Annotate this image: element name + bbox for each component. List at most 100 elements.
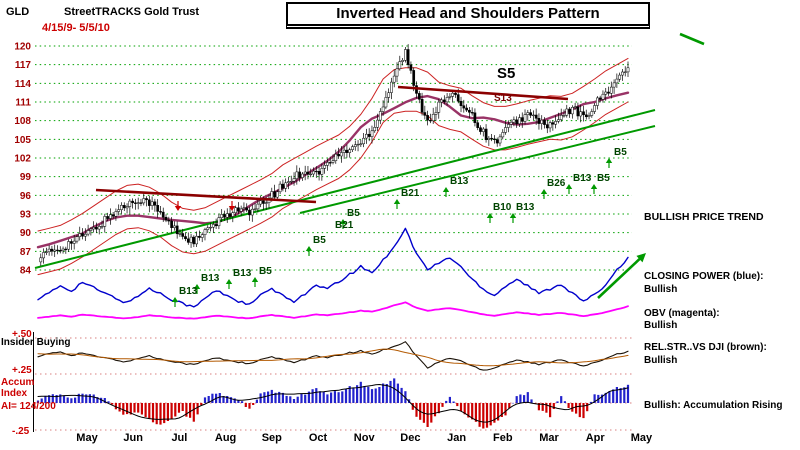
accum-bar <box>545 403 548 413</box>
accum-bar <box>107 401 110 403</box>
accum-bar <box>508 403 511 409</box>
accum-bar <box>344 389 348 403</box>
candle-body <box>223 214 226 218</box>
candle-body <box>234 207 237 213</box>
resistance-line <box>397 85 569 101</box>
buy-arrow-icon <box>193 284 201 289</box>
candle-body <box>314 170 318 173</box>
candle-body <box>189 236 193 243</box>
candle-body <box>331 160 335 163</box>
signal-label-b13: B13 <box>201 273 220 284</box>
candle-body <box>540 119 544 124</box>
accum-bar <box>378 387 381 403</box>
accum-bar <box>463 403 466 415</box>
accum-bar <box>237 400 240 403</box>
accum-bar <box>593 394 596 403</box>
accum-bar <box>129 403 132 415</box>
accum-bar <box>244 403 247 407</box>
bullish-arrow <box>597 256 643 299</box>
x-axis-month-label: Dec <box>400 432 420 444</box>
accum-bar <box>233 398 236 403</box>
accum-bar <box>426 403 429 427</box>
candle-body <box>50 248 54 252</box>
annotation-obv-title: OBV (magenta): <box>644 308 720 319</box>
accum-bar <box>393 378 396 403</box>
accum-bar <box>241 401 244 403</box>
candle-body <box>468 109 471 113</box>
annotation-obv-status: Bullish <box>644 320 678 331</box>
candle-body <box>509 121 513 125</box>
accum-bar <box>148 403 151 419</box>
candle-body <box>61 248 65 252</box>
buy-arrow-icon <box>393 199 401 204</box>
accum-bar <box>267 391 270 403</box>
candle-body <box>220 214 224 218</box>
candle-body <box>515 119 519 125</box>
x-axis-month-label: Aug <box>215 432 236 444</box>
accum-bar <box>589 401 592 403</box>
accum-bar <box>326 394 329 403</box>
candle-body <box>481 128 485 132</box>
candle-body <box>523 114 527 122</box>
candle-body <box>175 225 179 235</box>
candle-body <box>529 112 532 116</box>
buy-arrow-icon <box>486 213 494 218</box>
buy-arrow-icon <box>339 219 347 224</box>
accum-bar <box>445 400 448 403</box>
signal-label-s5: S5 <box>497 65 515 82</box>
candle-body <box>42 252 45 259</box>
bullish-arrow-head <box>636 253 646 263</box>
accum-bar <box>252 403 255 405</box>
accum-bar <box>255 399 258 403</box>
accum-bar <box>270 389 273 403</box>
candle-body <box>44 251 48 253</box>
candle-body <box>420 99 424 113</box>
accum-bar <box>600 394 604 403</box>
candle-body <box>456 94 460 102</box>
candle-body <box>181 233 185 237</box>
buy-arrow-icon <box>171 297 179 302</box>
accum-bar <box>274 392 277 403</box>
candle-body <box>604 91 608 95</box>
candle-body <box>337 153 340 157</box>
bullish-trendline <box>299 125 656 214</box>
candle-body <box>195 235 198 245</box>
candle-body <box>97 226 101 230</box>
accum-bar <box>582 403 585 419</box>
accum-bar <box>452 401 455 403</box>
accum-bar <box>126 403 129 415</box>
accum-bar <box>500 403 503 417</box>
candle-body <box>164 216 168 221</box>
candle-body <box>78 233 82 237</box>
candle-body <box>262 200 265 204</box>
candle-body <box>381 106 385 112</box>
candle-body <box>134 202 137 204</box>
candle-body <box>159 211 162 213</box>
accum-bar <box>137 403 140 413</box>
candle-body <box>565 108 569 116</box>
candle-body <box>225 213 229 218</box>
x-axis-month-label: Sep <box>262 432 282 444</box>
accum-bar <box>177 403 181 413</box>
accum-bar <box>114 403 117 410</box>
candle-body <box>214 224 218 227</box>
accum-bar <box>62 395 66 403</box>
candle-body <box>95 227 98 230</box>
candle-body <box>409 64 413 71</box>
accum-bar <box>333 391 336 403</box>
candle-body <box>579 111 583 117</box>
candle-body <box>192 236 196 245</box>
accum-bar <box>560 396 563 403</box>
x-axis-month-label: Jul <box>171 432 187 444</box>
accum-bar <box>118 403 121 412</box>
candle-body <box>136 202 140 204</box>
candle-body <box>356 143 360 146</box>
candle-body <box>559 115 563 120</box>
candle-body <box>406 49 410 65</box>
accum-bar <box>604 392 607 403</box>
insider-buying-label: Insider Buying <box>1 337 71 348</box>
accum-bar <box>170 403 173 419</box>
accum-bar <box>519 394 522 403</box>
accum-bar <box>330 392 333 403</box>
candle-body <box>273 191 276 198</box>
